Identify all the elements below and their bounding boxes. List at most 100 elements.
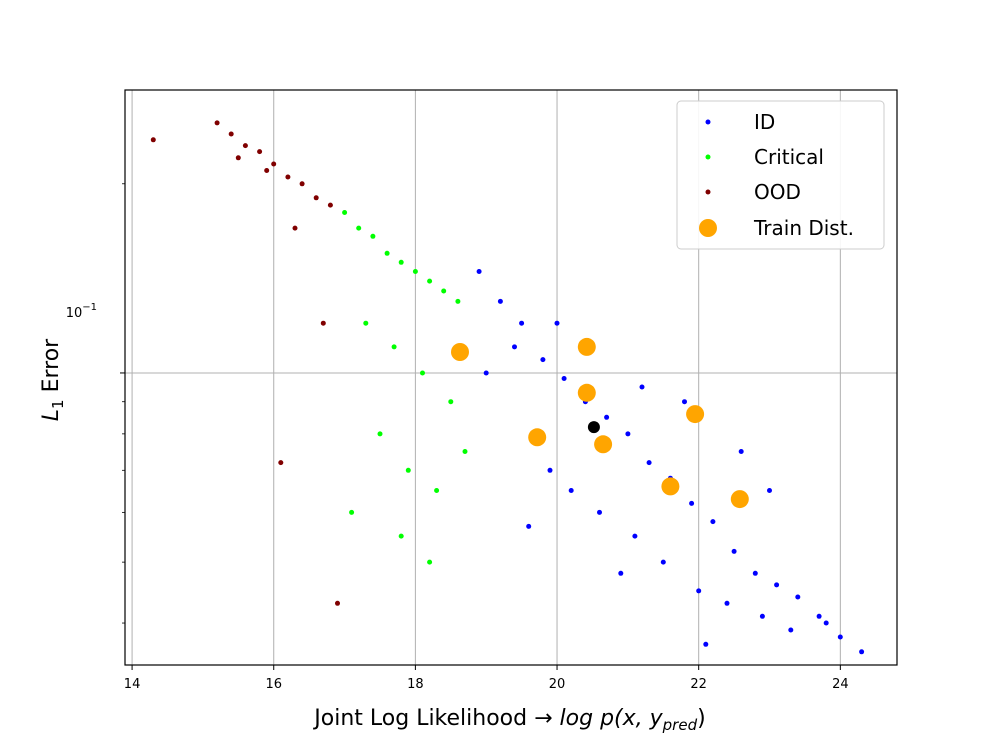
critical-point	[391, 344, 397, 350]
id-point	[639, 384, 645, 390]
id-point	[816, 613, 822, 619]
id-point	[483, 370, 489, 376]
id-point	[759, 613, 765, 619]
id-point	[703, 641, 709, 647]
legend-box	[676, 100, 885, 250]
ood-point	[257, 149, 263, 155]
id-point	[837, 634, 843, 640]
id-point	[788, 627, 794, 633]
data-points	[150, 120, 865, 655]
train-dist-point	[451, 343, 469, 361]
legend-label-ood: OOD	[754, 180, 801, 204]
ood-point	[228, 131, 234, 137]
legend-marker-critical	[705, 154, 711, 160]
x-tick-label: 18	[407, 677, 424, 692]
critical-point	[462, 449, 468, 454]
id-point	[682, 399, 687, 405]
x-tick-label: 22	[690, 677, 707, 692]
id-point	[526, 523, 532, 529]
critical-point	[356, 225, 362, 231]
ood-point	[235, 155, 241, 161]
critical-point	[370, 233, 376, 239]
id-point	[795, 594, 801, 600]
ood-point	[214, 120, 220, 126]
critical-point	[342, 210, 348, 215]
id-point	[554, 320, 560, 326]
id-point	[476, 269, 482, 274]
legend-marker-id	[705, 119, 711, 125]
id-point	[823, 620, 829, 626]
id-point	[618, 570, 624, 576]
id-point	[752, 570, 758, 576]
critical-point	[349, 509, 355, 515]
ood-point	[150, 137, 156, 143]
x-tick-label: 16	[265, 677, 282, 692]
ood-point	[242, 143, 248, 149]
id-point	[724, 600, 730, 606]
critical-point	[434, 488, 440, 493]
legend-label-id: ID	[754, 110, 775, 134]
critical-point	[398, 533, 404, 539]
id-point	[540, 357, 546, 363]
id-point	[767, 488, 772, 493]
train-dist-point	[661, 477, 680, 496]
y-axis-label: L1 Error	[39, 338, 67, 421]
ood-point	[299, 181, 305, 187]
id-point	[646, 460, 652, 466]
x-tick-label: 24	[832, 677, 849, 692]
id-point	[561, 376, 567, 381]
id-point	[738, 449, 744, 454]
id-point	[519, 320, 525, 326]
critical-point	[405, 467, 411, 473]
legend-marker-ood	[705, 189, 711, 195]
id-point	[547, 467, 553, 473]
id-point	[859, 649, 865, 655]
plot-frame	[124, 89, 898, 666]
id-point	[710, 519, 716, 525]
critical-point	[448, 399, 454, 405]
legend-label-train-dist: Train Dist.	[753, 216, 854, 240]
critical-point	[427, 278, 433, 284]
train-dist-point	[730, 490, 749, 509]
id-point	[497, 298, 503, 304]
ood-point	[278, 460, 284, 466]
legend-marker-train-dist	[699, 219, 717, 237]
ood-point	[320, 320, 326, 326]
axis-ticks: 14 16 18 20 22 24	[120, 183, 849, 692]
id-point	[625, 431, 631, 437]
critical-point	[441, 288, 447, 294]
critical-point	[412, 269, 418, 274]
critical-point	[398, 259, 404, 265]
highlight-point	[587, 421, 600, 434]
train-dist-point	[577, 337, 596, 356]
ood-point	[271, 161, 277, 167]
ood-point	[335, 600, 340, 606]
critical-point	[420, 370, 425, 376]
ood-point	[313, 195, 319, 201]
x-axis-label: Joint Log Likelihood → log p(x, ypred)	[312, 706, 705, 734]
train-dist-point	[577, 383, 596, 402]
id-point	[731, 548, 737, 554]
id-point	[512, 344, 517, 350]
train-dist-point	[528, 428, 547, 447]
id-point	[632, 533, 638, 539]
x-tick-label: 14	[124, 677, 141, 692]
id-point	[696, 588, 702, 594]
id-point	[660, 559, 666, 565]
ood-point	[264, 168, 270, 173]
id-point	[689, 500, 695, 506]
train-dist-point	[686, 405, 705, 424]
legend: ID Critical OOD Train Dist.	[676, 100, 885, 250]
ood-point	[327, 202, 333, 208]
id-point	[568, 488, 574, 493]
id-point	[597, 509, 602, 515]
critical-point	[377, 431, 383, 437]
critical-point	[427, 559, 433, 565]
ood-point	[285, 174, 291, 180]
x-tick-label: 20	[549, 677, 566, 692]
critical-point	[384, 250, 390, 256]
critical-point	[363, 320, 369, 326]
legend-label-critical: Critical	[754, 145, 824, 169]
id-point	[774, 582, 780, 588]
